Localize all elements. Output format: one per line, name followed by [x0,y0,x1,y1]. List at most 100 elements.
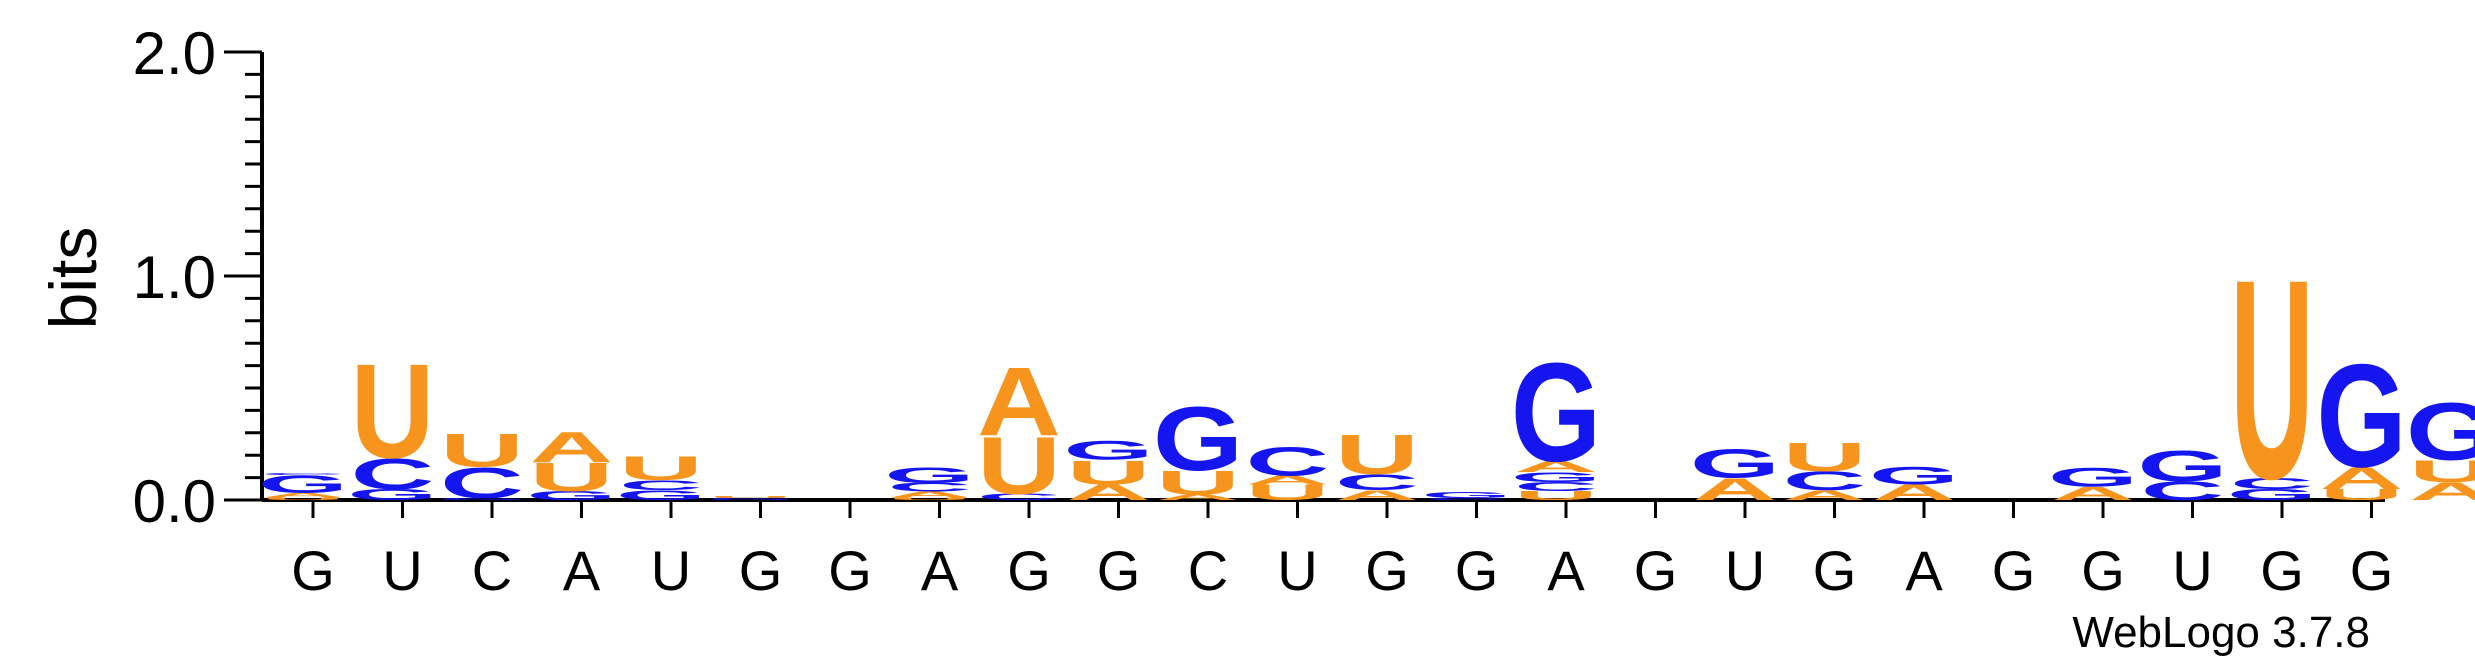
logo-letter-c: C [1246,439,1330,484]
x-tick-label: G [739,539,783,602]
logo-letter-a: A [977,347,1061,456]
logo-letter-c: C [977,492,1061,502]
logo-letter-g: G [1511,469,1601,485]
logo-letter-g: G [2406,387,2475,478]
y-axis-title: bits [36,227,110,330]
logo-letter-c: C [1335,470,1419,495]
x-tick-label: G [1634,539,1678,602]
logo-letter-u: U [888,497,972,501]
x-tick-label: U [382,539,422,602]
x-tick-label: G [1365,539,1409,602]
logo-letter-c: C [619,477,703,493]
y-tick-label: 1.0 [133,244,216,311]
x-tick-label: U [2172,539,2212,602]
x-tick-label: G [2260,539,2304,602]
logo-letter-a: A [1067,480,1151,505]
x-tick-label: G [1813,539,1857,602]
logo-letter-a: A [1335,487,1419,503]
logo-letter-u: U [1783,434,1867,479]
x-tick-label: U [1277,539,1317,602]
x-tick-label: C [472,539,512,602]
logo-letter-c: C [2141,476,2225,506]
logo-letter-g: G [1421,491,1511,500]
logo-letter-u: U [1067,454,1151,492]
logo-letter-u: U [709,495,793,498]
logo-letter-u: U [351,335,435,486]
logo-letter-c: C [351,449,435,498]
logo-letter-g: G [884,463,974,488]
logo-letter-c: C [261,472,345,475]
logo-letter-u: U [440,424,524,477]
logo-letter-u: U [261,497,345,501]
logo-letter-u: U [2320,486,2404,504]
y-tick-label: 2.0 [133,20,216,87]
logo-letter-c: C [1783,466,1867,496]
logo-letter-c: C [1514,480,1598,494]
logo-letter-a: A [1156,493,1240,502]
logo-letter-a: A [1693,472,1777,507]
x-tick-label: G [1007,539,1051,602]
logo-letter-g: G [2048,463,2138,493]
logo-letter-g: G [1511,334,1601,491]
logo-letter-c: C [1425,497,1509,500]
logo-letter-g: G [2137,441,2227,490]
y-tick-label: 0.0 [133,468,216,535]
logo-letter-c: C [888,480,972,494]
logo-letter-u: U [1335,424,1419,487]
y-ticks: 0.0 1.0 2.0 [133,20,262,535]
x-tick-label: C [1188,539,1228,602]
logo-letter-c: C [440,458,524,507]
logo-letter-u: U [619,449,703,487]
logo-letter-a: A [530,422,614,471]
x-tick-label: A [563,539,601,602]
x-tick-label: G [828,539,872,602]
logo-letter-u: U [2230,221,2314,539]
x-tick-label: U [1725,539,1765,602]
x-tick-label: G [2081,539,2125,602]
logo-letter-a: A [1872,480,1956,505]
logo-letter-a: A [1246,473,1330,487]
logo-letter-g: G [2316,334,2406,498]
x-tick-label: A [921,539,959,602]
logo-letter-a: A [1783,487,1867,503]
x-tick-label: G [1097,539,1141,602]
logo-letter-g: G [1153,389,1243,490]
logo-letter-a: A [2320,461,2404,496]
logo-letter-a: A [888,490,972,499]
x-tick-label: U [651,539,691,602]
logo-letter-g: G [2227,486,2317,504]
logo-letter-c: C [2230,475,2314,493]
logo-letter-c: C [709,497,793,499]
logo-letter-g: G [437,497,527,500]
logo-letter-g: G [1690,441,1780,486]
logo-letter-u: U [2409,454,2475,489]
logo-letter-a: A [1514,458,1598,476]
x-tick-label: G [2350,539,2394,602]
logo-letter-g: G [1869,462,1959,490]
weblogo-credit: WebLogo 3.7.8 [2072,608,2370,657]
logo-letter-u: U [530,455,614,500]
x-tick-label: G [291,539,335,602]
logo-letter-a: A [2051,483,2135,504]
logo-letter-g: G [347,486,437,504]
logo-letter-g: G [705,499,795,501]
x-tick-label: A [1905,539,1943,602]
x-tick-label: A [1547,539,1585,602]
y-axis: 0.0 1.0 2.0 bits [36,20,264,535]
logo-letter-a: A [261,492,345,499]
logo-letter-u: U [977,420,1061,511]
logo-letter-u: U [1246,480,1330,505]
x-tick-label: G [1992,539,2036,602]
logo-letter-g: G [616,487,706,503]
logo-letter-u: U [1514,489,1598,503]
logo-letter-g: G [258,470,348,498]
x-tick-label: G [1455,539,1499,602]
logo-letter-g: G [526,489,616,503]
logo-letter-g: G [1063,436,1153,466]
logo-letter-a: A [2409,477,2475,505]
logo-letter-u: U [1156,464,1240,502]
